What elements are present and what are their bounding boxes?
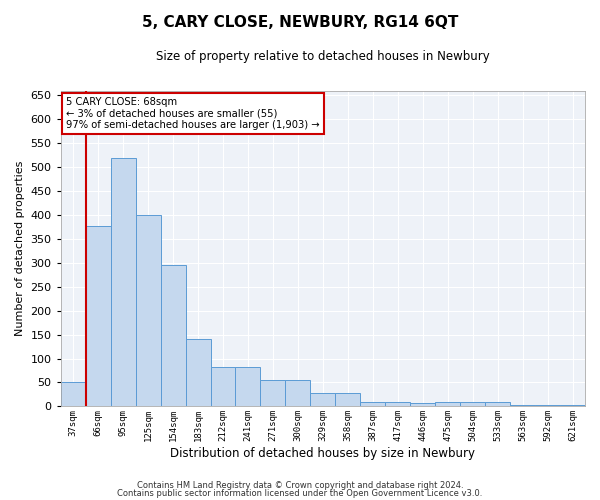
- Bar: [260, 380, 286, 406]
- Bar: [136, 214, 161, 406]
- Bar: [211, 367, 235, 406]
- Bar: [361, 402, 385, 406]
- Text: 5, CARY CLOSE, NEWBURY, RG14 6QT: 5, CARY CLOSE, NEWBURY, RG14 6QT: [142, 15, 458, 30]
- Bar: [435, 402, 460, 406]
- Y-axis label: Number of detached properties: Number of detached properties: [15, 161, 25, 336]
- Bar: [86, 226, 110, 406]
- Text: Contains HM Land Registry data © Crown copyright and database right 2024.: Contains HM Land Registry data © Crown c…: [137, 480, 463, 490]
- Bar: [110, 158, 136, 406]
- Bar: [61, 382, 86, 406]
- Bar: [510, 404, 535, 406]
- Bar: [286, 380, 310, 406]
- Bar: [410, 403, 435, 406]
- Bar: [385, 402, 410, 406]
- X-axis label: Distribution of detached houses by size in Newbury: Distribution of detached houses by size …: [170, 447, 475, 460]
- Bar: [185, 339, 211, 406]
- Bar: [535, 404, 560, 406]
- Bar: [335, 392, 361, 406]
- Bar: [485, 402, 510, 406]
- Bar: [235, 367, 260, 406]
- Title: Size of property relative to detached houses in Newbury: Size of property relative to detached ho…: [156, 50, 490, 63]
- Bar: [161, 265, 185, 406]
- Bar: [310, 392, 335, 406]
- Bar: [460, 402, 485, 406]
- Text: 5 CARY CLOSE: 68sqm
← 3% of detached houses are smaller (55)
97% of semi-detache: 5 CARY CLOSE: 68sqm ← 3% of detached hou…: [66, 97, 320, 130]
- Text: Contains public sector information licensed under the Open Government Licence v3: Contains public sector information licen…: [118, 489, 482, 498]
